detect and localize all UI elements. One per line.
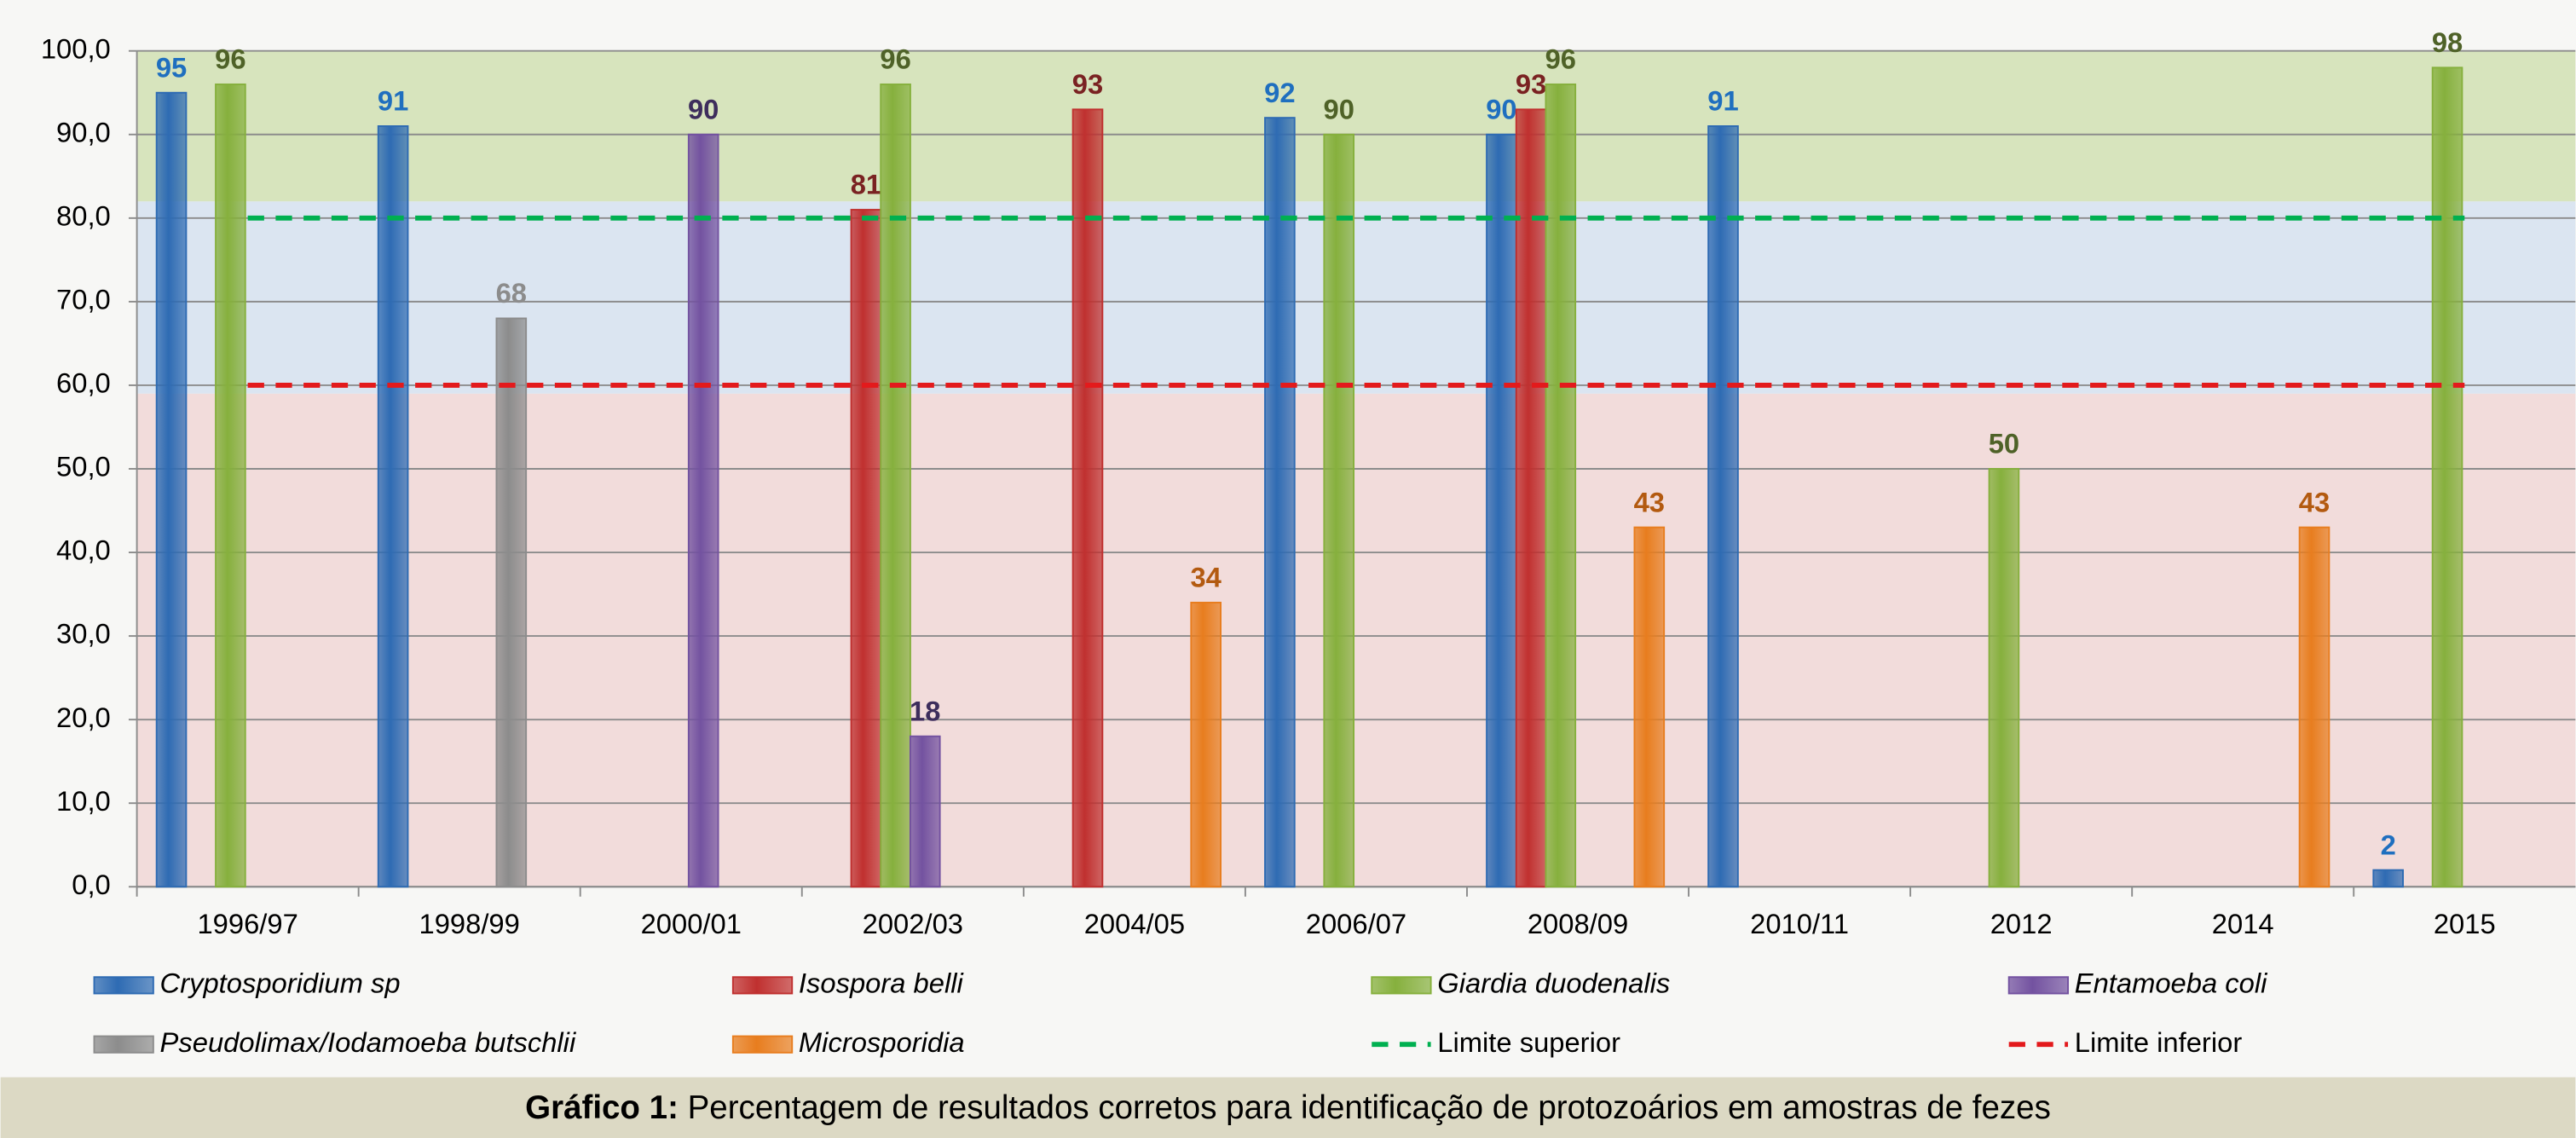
y-tick-label: 100,0 (41, 32, 111, 64)
legend-swatch (93, 976, 154, 995)
data-label: 93 (1516, 68, 1546, 100)
bar (1190, 601, 1222, 888)
bar (850, 209, 882, 888)
legend-label: Limite superior (1437, 1026, 1620, 1058)
data-label: 18 (910, 695, 940, 726)
legend-swatch (1371, 976, 1432, 995)
data-label: 92 (1264, 77, 1295, 108)
legend-label: Isospora belli (799, 968, 964, 999)
background-band (136, 201, 2576, 394)
data-label: 81 (851, 169, 881, 200)
legend-swatch (93, 1035, 154, 1054)
bar (909, 735, 941, 888)
data-label: 2 (2381, 829, 2396, 860)
caption-band (0, 1077, 2576, 1138)
data-label: 91 (378, 85, 408, 117)
y-tick-label: 40,0 (56, 534, 111, 566)
data-label: 90 (1324, 93, 1354, 124)
bar (2298, 526, 2331, 888)
bar (1633, 526, 1666, 888)
y-tick-label: 90,0 (56, 116, 111, 147)
caption: Gráfico 1: Percentagem de resultados cor… (525, 1089, 2051, 1126)
bar (1486, 133, 1517, 888)
bar (1988, 468, 2020, 888)
data-label: 90 (1486, 93, 1516, 124)
legend-label: Giardia duodenalis (1437, 968, 1670, 999)
bar (1707, 125, 1739, 888)
data-label: 96 (880, 43, 910, 75)
bar (880, 83, 911, 888)
y-tick-label: 80,0 (56, 199, 111, 231)
x-tick-label: 2012 (1990, 908, 2053, 939)
data-label: 95 (156, 51, 187, 83)
x-tick-label: 2015 (2434, 908, 2496, 939)
bar (155, 91, 188, 888)
y-tick-label: 30,0 (56, 618, 111, 650)
data-label: 93 (1072, 68, 1103, 100)
data-label: 98 (2432, 26, 2463, 58)
y-tick-label: 0,0 (72, 869, 111, 900)
x-tick-label: 2000/01 (641, 908, 742, 939)
legend-label: Pseudolimax/Iodamoeba butschlii (160, 1026, 576, 1058)
bar (1071, 108, 1104, 888)
x-tick-label: 2006/07 (1306, 908, 1406, 939)
legend-swatch (731, 976, 794, 995)
legend-swatch (2007, 976, 2070, 995)
data-label: 96 (1545, 43, 1576, 75)
bar (687, 133, 719, 888)
bar (495, 317, 528, 888)
legend-label: Entamoeba coli (2075, 968, 2267, 999)
bar (1264, 117, 1296, 888)
data-label: 68 (496, 277, 527, 309)
x-tick-label: 2008/09 (1528, 908, 1628, 939)
x-tick-label: 2004/05 (1084, 908, 1185, 939)
legend-swatch (731, 1035, 794, 1054)
bar (2372, 869, 2404, 888)
data-label: 50 (1989, 428, 2019, 459)
legend-label: Limite inferior (2075, 1026, 2243, 1058)
bar (215, 83, 246, 888)
x-tick-label: 1996/97 (197, 908, 297, 939)
data-label: 91 (1707, 85, 1738, 117)
bar (377, 125, 409, 888)
y-tick-label: 20,0 (56, 702, 111, 733)
data-label: 43 (2299, 486, 2330, 517)
bar (1323, 133, 1355, 888)
background-band (136, 393, 2576, 887)
x-tick-label: 2014 (2212, 908, 2274, 939)
bar (1545, 83, 1577, 888)
legend-label: Microsporidia (799, 1026, 965, 1058)
bar (2431, 66, 2463, 888)
bar (1515, 108, 1547, 888)
x-tick-label: 1998/99 (419, 908, 520, 939)
y-tick-label: 60,0 (56, 367, 111, 399)
y-tick-label: 50,0 (56, 451, 111, 482)
caption-text: Percentagem de resultados corretos para … (688, 1089, 2051, 1126)
data-label: 43 (1634, 486, 1665, 517)
data-label: 34 (1190, 562, 1222, 593)
x-tick-label: 2010/11 (1750, 908, 1849, 939)
data-label: 90 (688, 93, 719, 124)
y-tick-label: 70,0 (56, 284, 111, 315)
caption-label: Gráfico 1: (525, 1089, 679, 1126)
background-band (136, 50, 2576, 202)
x-tick-label: 2002/03 (863, 908, 963, 939)
y-tick-label: 10,0 (56, 785, 111, 817)
data-label: 96 (215, 43, 245, 75)
legend-label: Cryptosporidium sp (160, 968, 401, 999)
